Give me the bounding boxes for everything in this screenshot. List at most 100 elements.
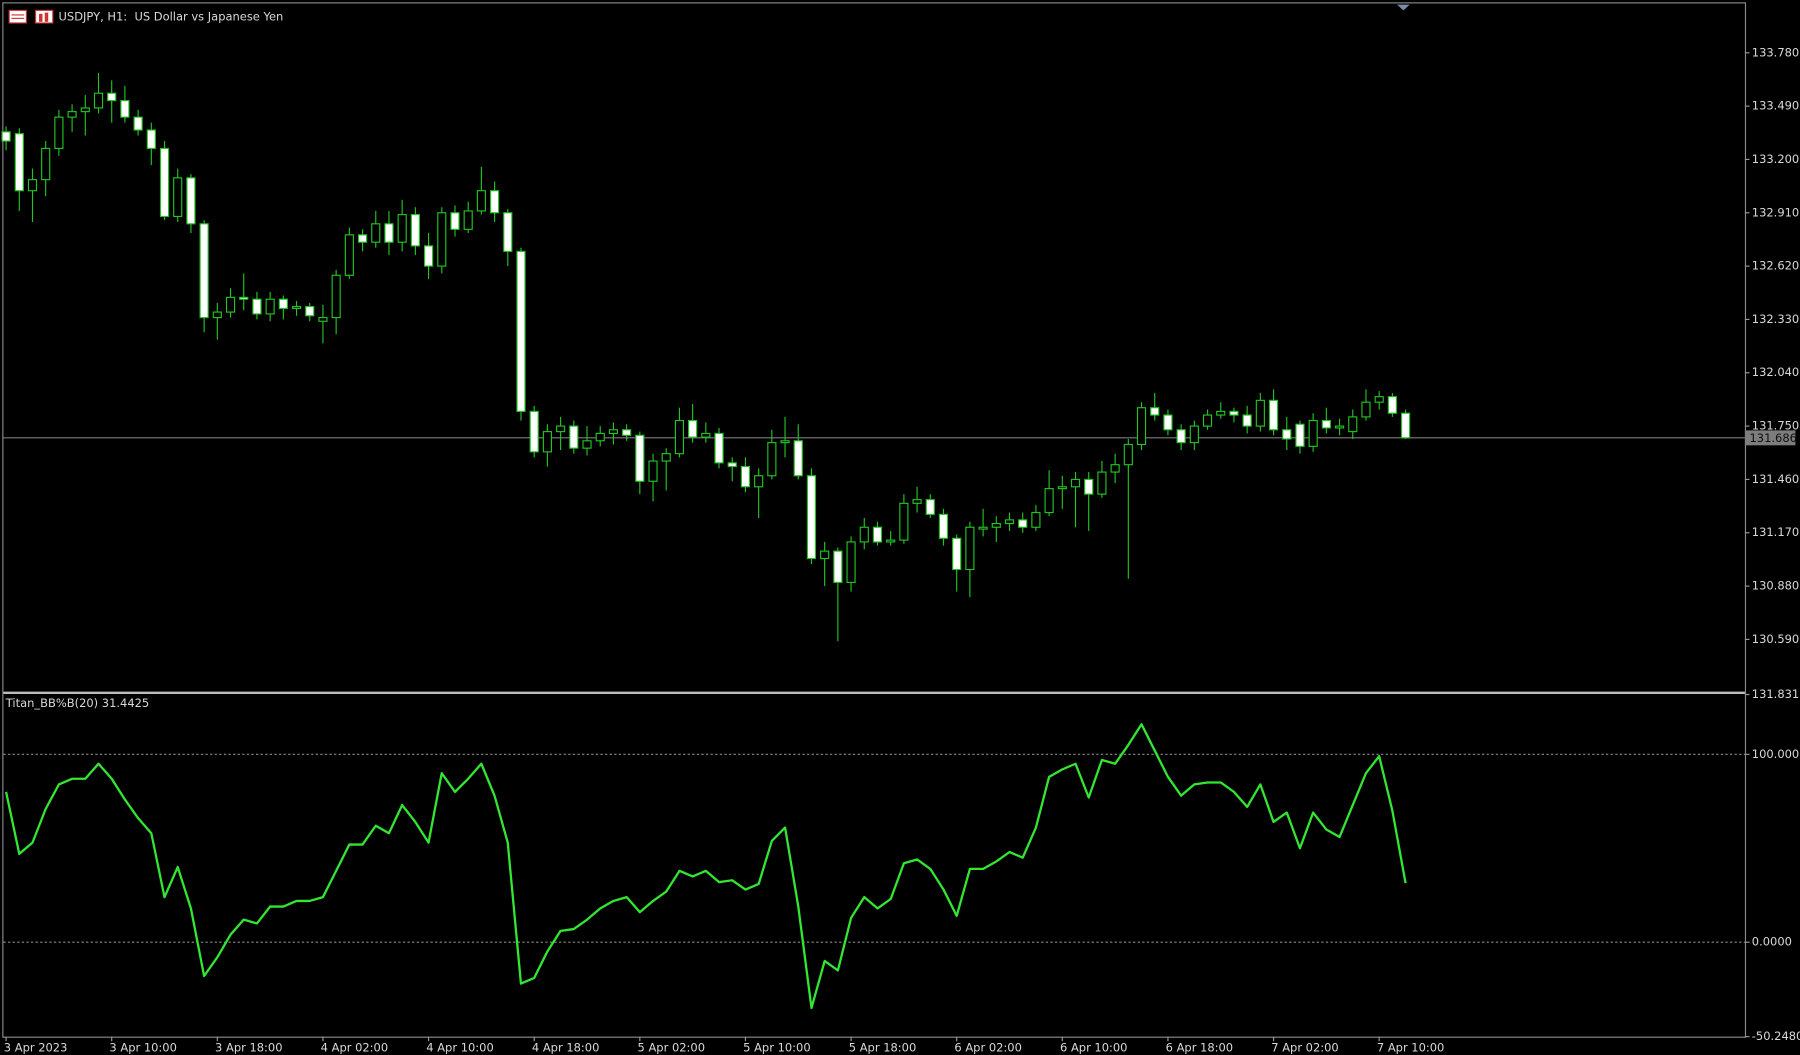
x-tick-label: 6 Apr 18:00 — [1166, 1041, 1233, 1055]
y-tick-label: 132.620 — [1752, 259, 1799, 273]
y-tick-label: 131.8318 — [1752, 687, 1800, 701]
x-tick-label: 6 Apr 10:00 — [1060, 1041, 1127, 1055]
candle-body — [1, 131, 11, 142]
candle-body — [886, 539, 896, 543]
candle-body — [318, 317, 328, 322]
candle-body — [1348, 416, 1358, 433]
candle-body — [1216, 410, 1226, 416]
candle-body — [1084, 478, 1094, 495]
y-tick-label: 131.170 — [1752, 525, 1799, 539]
y-tick-label: 132.910 — [1752, 205, 1799, 219]
candle-body — [1004, 519, 1015, 525]
candle-body — [1255, 399, 1265, 427]
x-tick-label: 6 Apr 02:00 — [954, 1041, 1021, 1055]
candle-body — [608, 429, 619, 435]
chart-title: USDJPY, H1: US Dollar vs Japanese Yen — [59, 10, 284, 24]
candle-body — [212, 311, 222, 319]
candle-body — [1321, 420, 1331, 429]
candle-body — [54, 116, 64, 149]
candle-body — [978, 526, 988, 530]
candle-body — [489, 190, 500, 214]
candle-body — [542, 431, 552, 453]
candle-body — [1387, 396, 1397, 414]
candle-body — [27, 179, 38, 192]
candle-body — [159, 147, 170, 218]
candle-body — [305, 305, 315, 317]
candle-body — [1136, 407, 1147, 446]
x-tick-label: 4 Apr 10:00 — [426, 1041, 493, 1055]
icon — [35, 9, 54, 24]
candle-body — [1282, 429, 1292, 440]
candle-body — [991, 522, 1001, 528]
candle-body — [1268, 399, 1279, 431]
candle-body — [120, 100, 130, 118]
candle-body — [239, 296, 249, 300]
candle-body — [450, 212, 460, 230]
x-tick-label: 5 Apr 10:00 — [743, 1041, 810, 1055]
x-tick-label: 4 Apr 18:00 — [532, 1041, 599, 1055]
x-tick-label: 3 Apr 10:00 — [109, 1041, 176, 1055]
candle-body — [463, 210, 473, 230]
candle-body — [133, 116, 143, 131]
candle-body — [833, 550, 843, 583]
candle-body — [622, 429, 632, 436]
y-tick-label: 0.0000 — [1752, 935, 1792, 949]
candle-body — [384, 223, 394, 243]
candle-body — [503, 212, 513, 252]
y-tick-label: 100.0000 — [1752, 747, 1800, 761]
x-tick-label: 7 Apr 10:00 — [1377, 1041, 1444, 1055]
candle-body — [1242, 414, 1252, 427]
candle-body — [1110, 464, 1120, 473]
candle-body — [899, 502, 909, 541]
candle-body — [93, 92, 104, 109]
x-tick-label: 7 Apr 02:00 — [1271, 1041, 1338, 1055]
candle-body — [371, 223, 381, 243]
candle-body — [397, 214, 407, 243]
candle-body — [846, 541, 856, 583]
candle-body — [331, 274, 341, 319]
candle-body — [912, 499, 922, 504]
x-tick-label: 4 Apr 02:00 — [321, 1041, 388, 1055]
candle-body — [1295, 423, 1305, 447]
candle-body — [714, 432, 724, 464]
candle-body — [423, 245, 434, 267]
y-tick-label: 130.880 — [1752, 579, 1799, 593]
icon-bar — [39, 13, 43, 22]
candle-body — [186, 177, 196, 225]
candle-body — [806, 475, 817, 560]
candle-body — [516, 250, 526, 412]
candle-body — [410, 214, 420, 247]
candle-body — [1202, 414, 1213, 427]
candle-body — [529, 410, 539, 453]
candle-body — [1070, 478, 1081, 488]
candle-body — [648, 460, 658, 482]
icon-bar — [44, 12, 49, 22]
candle-body — [225, 296, 236, 313]
candle-body — [925, 499, 935, 515]
candle-body — [1150, 407, 1160, 416]
candle-body — [820, 550, 830, 560]
candle-body — [635, 434, 645, 482]
candle-body — [199, 223, 209, 319]
x-tick-label: 5 Apr 18:00 — [849, 1041, 916, 1055]
candle-body — [1229, 410, 1239, 416]
candle-body — [688, 420, 698, 438]
candle-body — [1123, 443, 1133, 466]
candle-body — [1176, 429, 1186, 444]
candle-body — [595, 432, 605, 442]
candle-body — [1163, 414, 1173, 431]
candle-body — [859, 526, 869, 543]
candle-body — [67, 111, 77, 118]
candle-body — [793, 440, 803, 477]
candle-body — [357, 234, 368, 243]
y-tick-label: 132.040 — [1752, 365, 1799, 379]
candle-body — [146, 129, 156, 149]
candle-body — [1031, 511, 1041, 528]
candle-body — [1189, 425, 1199, 444]
candle-body — [740, 465, 751, 488]
candle-body — [437, 212, 447, 267]
last-price-box — [1744, 430, 1796, 446]
y-tick-label: 133.780 — [1752, 45, 1799, 59]
candle-body — [1374, 396, 1384, 403]
